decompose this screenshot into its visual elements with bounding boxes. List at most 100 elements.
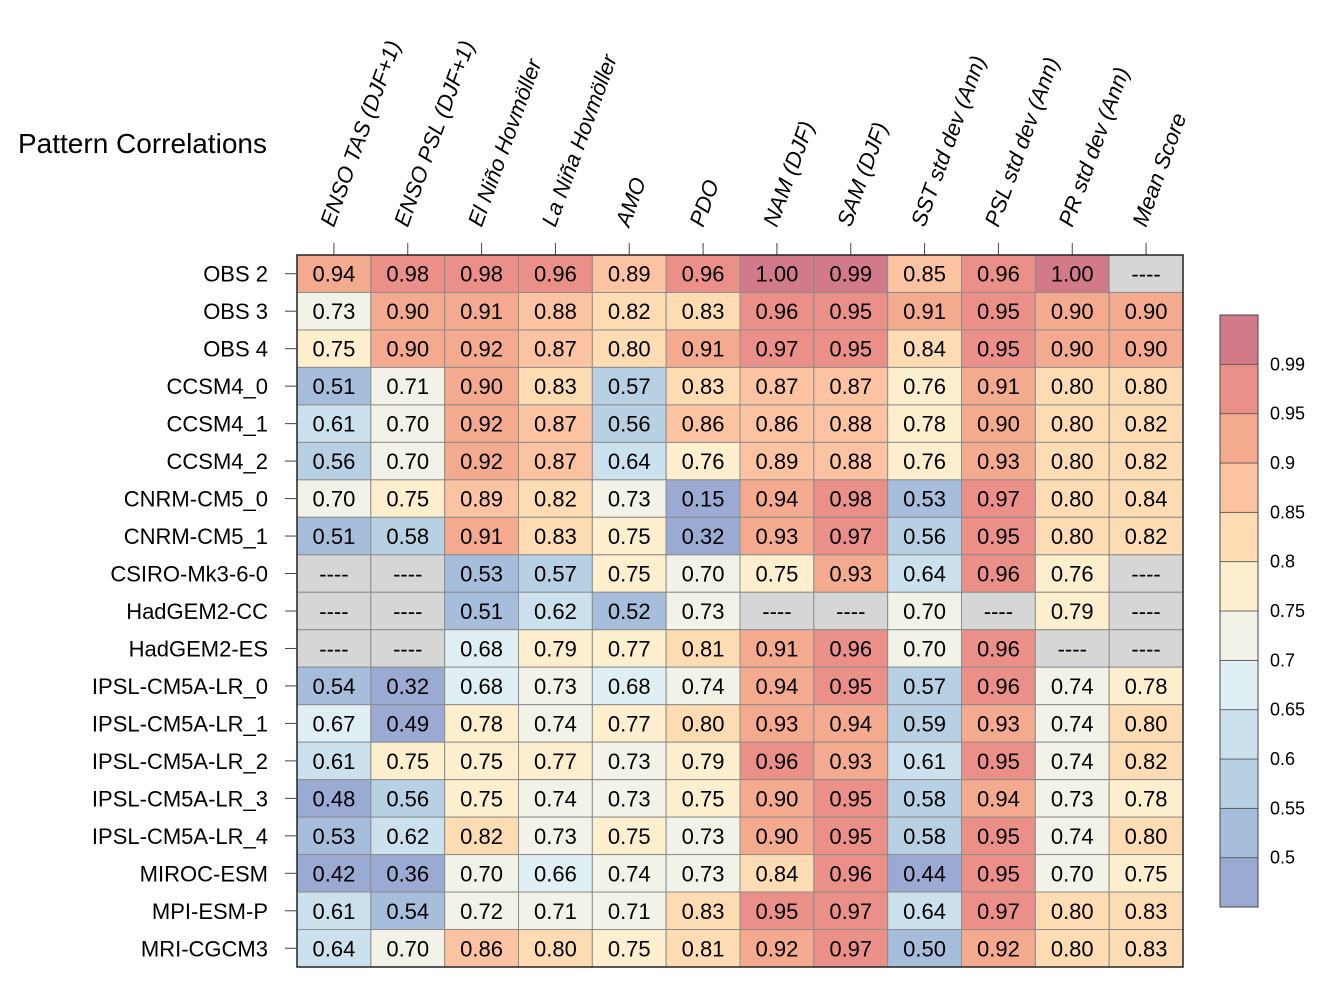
colorbar-label: 0.99	[1270, 354, 1305, 374]
cell-value: 0.75	[313, 337, 356, 362]
cell-value: 0.99	[829, 262, 872, 287]
cell-value: 0.75	[608, 562, 651, 587]
column-label-enso-psl-djf-1: ENSO PSL (DJF+1)	[389, 37, 479, 230]
row-label-obs-4: OBS 4	[203, 337, 268, 362]
cell-value: 0.79	[1051, 599, 1094, 624]
colorbar-label: 0.6	[1270, 749, 1295, 769]
heatmap-cell	[1108, 441, 1184, 481]
heatmap-cell	[665, 704, 741, 743]
heatmap-cell	[296, 854, 372, 893]
heatmap-cell	[518, 291, 593, 331]
cell-value: ----	[319, 599, 348, 624]
colorbar: 0.5 0.55 0.6 0.65 0.7 0.75 0.8 0.85 0.9 0.95 0.99	[1219, 314, 1305, 908]
heatmap-cell	[591, 741, 667, 781]
row-label-cnrm-cm5-1: CNRM-CM5_1	[124, 524, 268, 549]
heatmap-cell	[591, 554, 667, 593]
cell-value: 0.97	[829, 524, 872, 549]
heatmap-cell	[665, 441, 741, 481]
cell-value: 0.92	[756, 936, 799, 961]
cell-value: ----	[393, 599, 422, 624]
column-label-nam-djf: NAM (DJF)	[758, 118, 819, 230]
heatmap-cell	[961, 254, 1036, 293]
heatmap-cell	[887, 479, 963, 518]
cell-value: 0.83	[534, 374, 577, 399]
cell-value: 0.51	[313, 524, 356, 549]
heatmap-cell	[665, 629, 741, 668]
heatmap-cell	[739, 554, 815, 593]
cell-value: 0.87	[756, 374, 799, 399]
heatmap-cell	[370, 591, 446, 631]
cell-value: 0.71	[386, 374, 429, 399]
row-label-csiro-mk3-6-0: CSIRO-Mk3-6-0	[110, 562, 268, 587]
heatmap-cell	[444, 779, 519, 818]
cell-value: 0.96	[977, 262, 1020, 287]
cell-value: 0.80	[1125, 374, 1168, 399]
cell-value: 0.96	[682, 262, 725, 287]
heatmap-cell	[961, 441, 1036, 481]
cell-value: 0.97	[977, 487, 1020, 512]
cell-value: 0.95	[977, 299, 1020, 324]
heatmap-cell	[961, 929, 1036, 968]
heatmap-cell	[1108, 891, 1184, 931]
heatmap-cell	[518, 441, 593, 481]
cell-value: 0.73	[534, 824, 577, 849]
heatmap-cell	[813, 666, 889, 706]
heatmap-cell	[1108, 704, 1184, 743]
cell-value: 0.82	[1125, 449, 1168, 474]
colorbar-swatch	[1219, 561, 1259, 612]
heatmap-cell	[444, 441, 519, 481]
heatmap-cell	[739, 741, 815, 781]
cell-value: 0.88	[829, 449, 872, 474]
heatmap-cell	[444, 516, 519, 556]
cell-value: 0.80	[1051, 449, 1094, 474]
heatmap-cell	[370, 741, 446, 781]
heatmap-cell	[739, 629, 815, 668]
cell-value: ----	[762, 599, 791, 624]
cell-value: 0.90	[977, 412, 1020, 437]
cell-value: 0.80	[1051, 524, 1094, 549]
heatmap-cell	[1108, 854, 1184, 893]
row-label-hadgem2-cc: HadGEM2-CC	[126, 599, 268, 624]
heatmap-cell	[1034, 854, 1110, 893]
heatmap-cell	[665, 779, 741, 818]
cell-value: 0.67	[313, 711, 356, 736]
heatmap-cell	[961, 891, 1036, 931]
cell-value: 0.80	[534, 936, 577, 961]
heatmap-cell	[444, 816, 519, 856]
colorbar-label: 0.75	[1270, 601, 1305, 621]
cell-value: 0.78	[1125, 786, 1168, 811]
cell-value: 0.73	[534, 674, 577, 699]
cell-value: 0.80	[682, 711, 725, 736]
cell-value: 0.79	[682, 749, 725, 774]
cell-value: 0.93	[756, 524, 799, 549]
cell-value: 0.95	[829, 337, 872, 362]
row-label-hadgem2-es: HadGEM2-ES	[129, 636, 268, 661]
cell-value: 0.77	[608, 711, 651, 736]
row-label-mpi-esm-p: MPI-ESM-P	[152, 899, 268, 924]
heatmap-cell	[370, 854, 446, 893]
row-label-obs-2: OBS 2	[203, 262, 268, 287]
colorbar-swatch	[1219, 857, 1259, 908]
colorbar-swatch	[1219, 363, 1259, 415]
cell-value: 0.94	[756, 487, 799, 512]
heatmap-cell	[665, 741, 741, 781]
row-label-cnrm-cm5-0: CNRM-CM5_0	[124, 487, 268, 512]
cell-value: 0.75	[682, 786, 725, 811]
heatmap-cell	[591, 441, 667, 481]
cell-value: 0.96	[829, 861, 872, 886]
cell-value: 0.74	[1051, 824, 1094, 849]
cell-value: 0.75	[386, 749, 429, 774]
cell-value: 0.88	[534, 299, 577, 324]
heatmap-cell	[518, 516, 593, 556]
cell-value: 0.86	[460, 936, 503, 961]
cell-value: 0.75	[386, 487, 429, 512]
colorbar-swatch	[1219, 610, 1259, 661]
row-label-mri-cgcm3: MRI-CGCM3	[141, 936, 268, 961]
row-label-ipsl-cm5a-lr-0: IPSL-CM5A-LR_0	[92, 674, 268, 699]
heatmap-cell	[518, 366, 593, 406]
heatmap-cell	[887, 629, 963, 668]
cell-value: 0.75	[460, 786, 503, 811]
cell-value: 0.82	[534, 487, 577, 512]
heatmap-cell	[444, 329, 519, 368]
cell-value: 0.81	[682, 636, 725, 661]
